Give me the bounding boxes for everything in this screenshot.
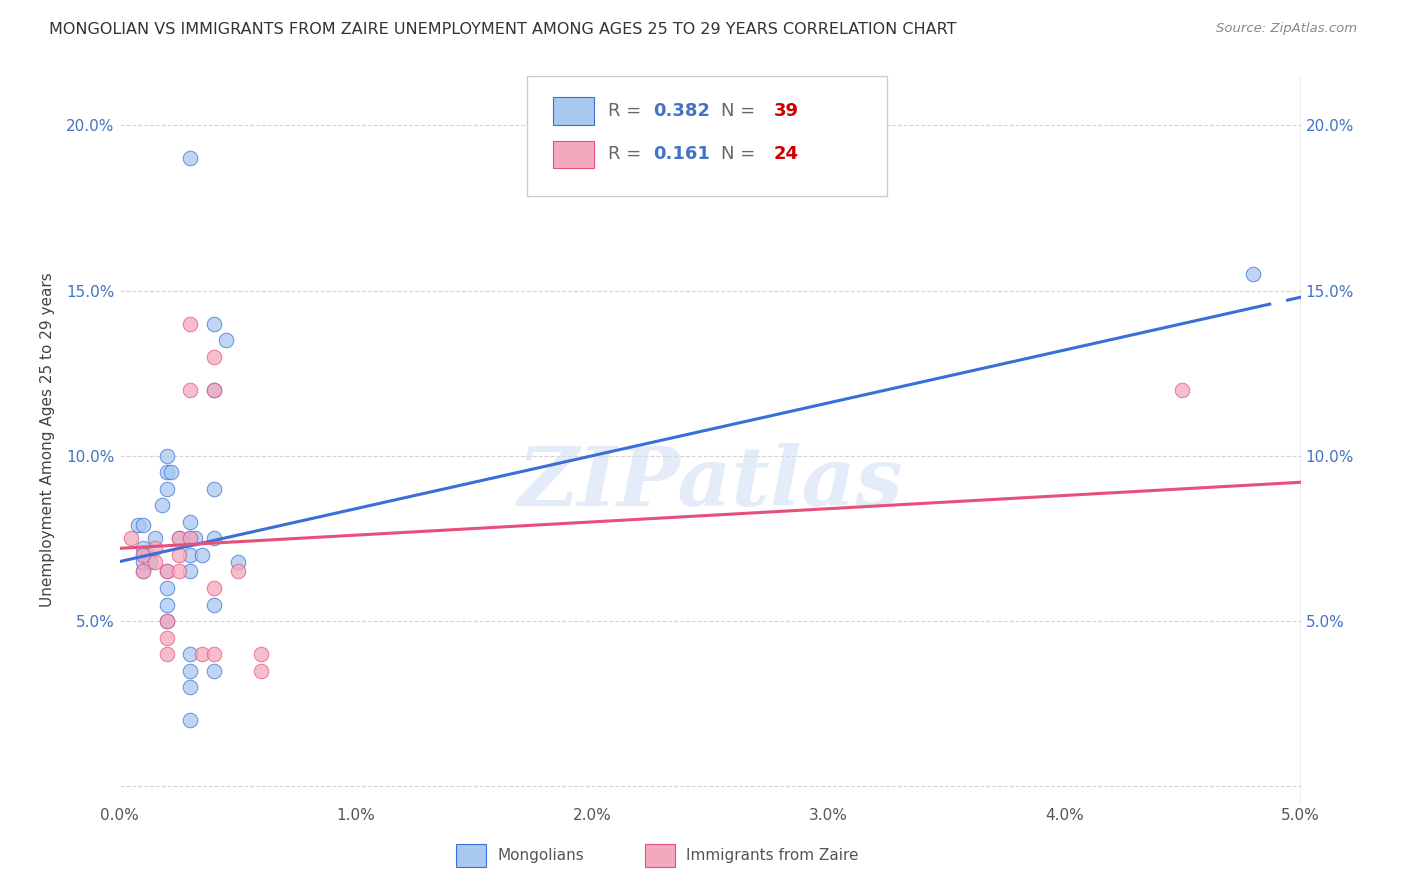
Point (156, 565, 179, 579)
Point (156, 647, 179, 661)
Point (179, 664, 201, 678)
Point (127, 518, 149, 533)
Point (1241, 267, 1264, 281)
Text: 0.161: 0.161 (654, 145, 710, 163)
Point (143, 541, 166, 556)
Point (1171, 383, 1194, 397)
Point (132, 518, 155, 533)
Point (179, 565, 201, 579)
Point (156, 449, 179, 463)
Point (160, 466, 183, 480)
Point (132, 548, 155, 562)
Bar (456, 844, 485, 867)
Point (184, 532, 207, 546)
Point (215, 333, 238, 347)
FancyBboxPatch shape (527, 76, 887, 195)
Point (202, 383, 225, 397)
Point (132, 548, 155, 562)
Point (167, 532, 190, 546)
Point (156, 614, 179, 628)
Text: N =: N = (721, 145, 761, 163)
Point (156, 466, 179, 480)
Point (143, 555, 166, 569)
Point (202, 647, 225, 661)
Text: Immigrants from Zaire: Immigrants from Zaire (686, 847, 859, 863)
Bar (553, 97, 595, 125)
Point (179, 548, 201, 562)
Point (202, 532, 225, 546)
Text: 24: 24 (773, 145, 799, 163)
Point (179, 532, 201, 546)
Point (167, 548, 190, 562)
Point (202, 482, 225, 496)
Point (167, 565, 190, 579)
Y-axis label: Unemployment Among Ages 25 to 29 years: Unemployment Among Ages 25 to 29 years (41, 272, 55, 607)
Point (179, 317, 201, 331)
Point (132, 565, 155, 579)
Point (179, 532, 201, 546)
Point (167, 532, 190, 546)
Text: ZIPatlas: ZIPatlas (517, 443, 903, 523)
Point (139, 555, 162, 569)
Point (202, 350, 225, 364)
Text: R =: R = (609, 145, 654, 163)
Text: Source: ZipAtlas.com: Source: ZipAtlas.com (1216, 22, 1357, 36)
Point (156, 581, 179, 595)
Point (156, 565, 179, 579)
Point (143, 532, 166, 546)
Point (250, 647, 273, 661)
Point (150, 499, 173, 513)
Text: R =: R = (609, 102, 647, 120)
Point (179, 713, 201, 727)
Point (132, 565, 155, 579)
Point (191, 548, 214, 562)
Point (179, 383, 201, 397)
Point (156, 482, 179, 496)
Point (191, 647, 214, 661)
Point (179, 680, 201, 694)
Point (132, 555, 155, 569)
Bar (553, 141, 595, 169)
Text: 0.382: 0.382 (654, 102, 710, 120)
Point (156, 598, 179, 612)
Point (226, 565, 249, 579)
Text: Mongolians: Mongolians (498, 847, 583, 863)
Point (179, 515, 201, 529)
Text: N =: N = (721, 102, 761, 120)
Text: 39: 39 (773, 102, 799, 120)
Point (156, 614, 179, 628)
Point (132, 541, 155, 556)
Bar (645, 844, 675, 867)
Point (250, 664, 273, 678)
Point (179, 152, 201, 166)
Point (226, 555, 249, 569)
Point (202, 598, 225, 612)
Point (120, 532, 142, 546)
Point (179, 647, 201, 661)
Point (156, 631, 179, 645)
Point (136, 548, 159, 562)
Point (202, 664, 225, 678)
Point (202, 317, 225, 331)
Text: MONGOLIAN VS IMMIGRANTS FROM ZAIRE UNEMPLOYMENT AMONG AGES 25 TO 29 YEARS CORREL: MONGOLIAN VS IMMIGRANTS FROM ZAIRE UNEMP… (49, 22, 956, 37)
Point (202, 581, 225, 595)
Point (202, 383, 225, 397)
